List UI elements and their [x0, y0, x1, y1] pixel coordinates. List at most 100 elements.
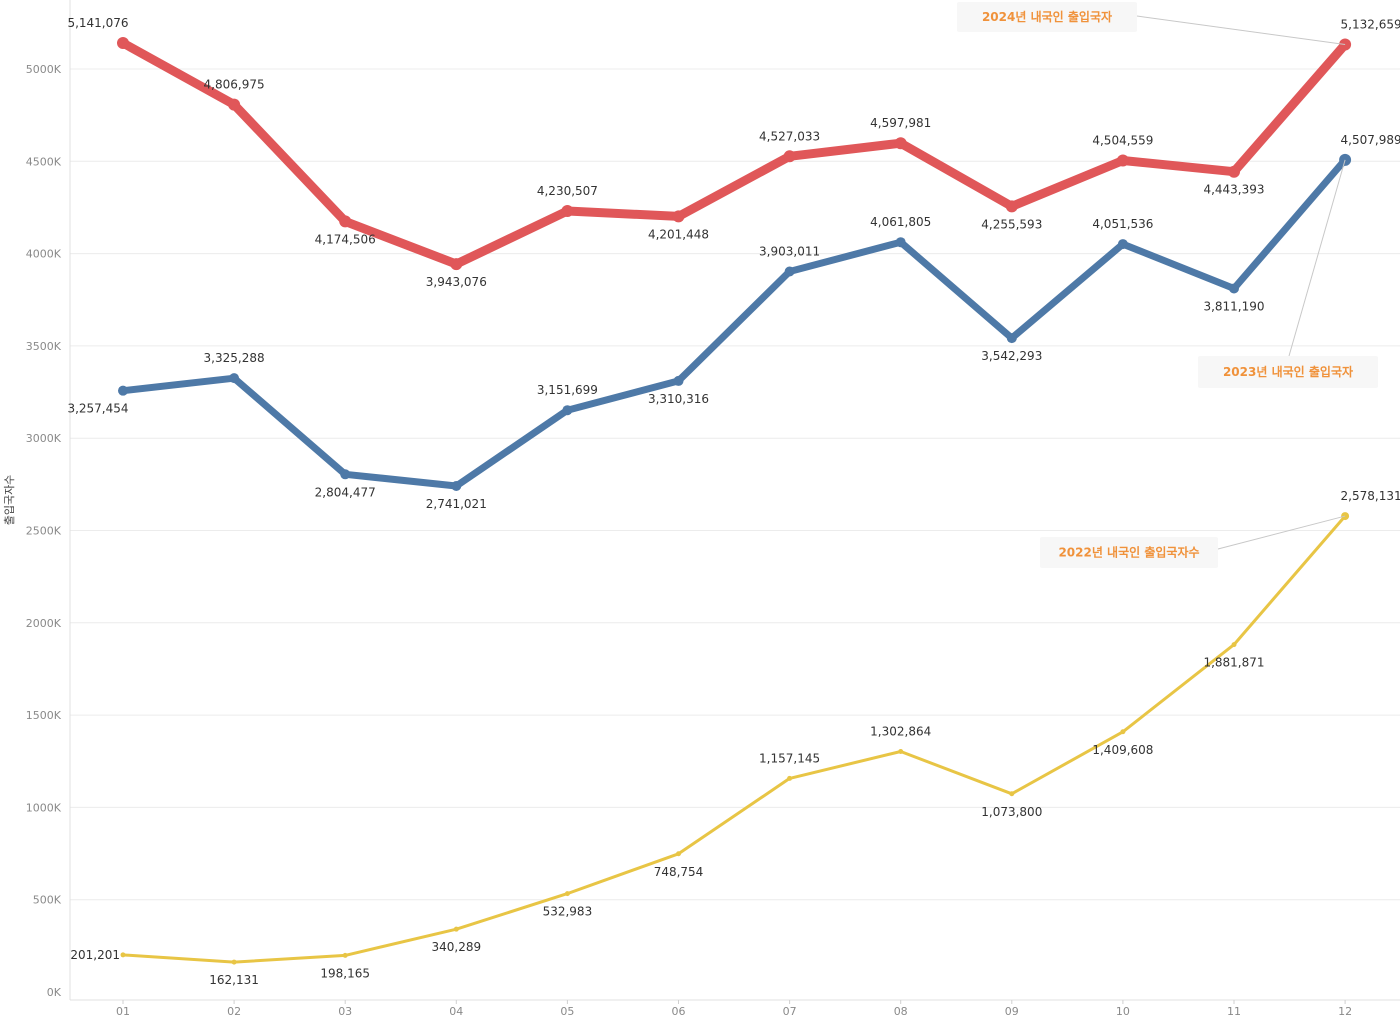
data-label: 4,201,448: [648, 227, 709, 241]
x-tick-label: 11: [1227, 1005, 1241, 1018]
data-label: 3,542,293: [981, 349, 1042, 363]
gridlines: [70, 68, 1400, 901]
annotations: 2024년 내국인 출입국자 2023년 내국인 출입국자 2022년 내국인 출입…: [957, 2, 1378, 568]
data-label: 340,289: [431, 940, 481, 954]
x-tick-label: 01: [116, 1005, 130, 1018]
axes: 0K 500K 1000K 1500K 2000K 2500K 3000K 3500K 4000…: [3, 0, 1400, 1018]
data-point: [1116, 154, 1129, 167]
data-label: 4,806,975: [204, 78, 265, 92]
data-label: 4,255,593: [981, 217, 1042, 231]
data-point: [342, 952, 348, 958]
series-annotation: 2023년 내국인 출입국자: [1223, 364, 1353, 379]
data-point: [898, 748, 904, 754]
data-point: [784, 266, 795, 277]
x-tick-label: 05: [560, 1005, 574, 1018]
series-line-3: [121, 514, 1347, 964]
data-label: 2,804,477: [315, 485, 376, 499]
data-point: [673, 375, 684, 386]
data-point: [561, 205, 574, 218]
data-label: 4,597,981: [870, 116, 931, 130]
data-label: 4,174,506: [315, 232, 376, 246]
data-point: [117, 36, 129, 49]
data-label: 4,504,559: [1092, 133, 1153, 147]
series-annotation: 2022년 내국인 출입국자수: [1058, 545, 1199, 560]
data-label: 5,132,659: [1341, 18, 1400, 32]
series-annotation: 2024년 내국인 출입국자: [982, 9, 1112, 24]
y-tick-label: 1500K: [26, 709, 62, 722]
data-point: [120, 952, 126, 958]
y-tick-label: 4000K: [26, 248, 62, 261]
x-tick-label: 12: [1338, 1005, 1352, 1018]
data-label: 2,578,131: [1341, 489, 1400, 503]
data-label: 162,131: [209, 973, 259, 987]
data-point: [672, 210, 685, 223]
data-point: [229, 373, 240, 384]
x-tick-label: 07: [783, 1005, 797, 1018]
data-label: 1,409,608: [1092, 743, 1153, 757]
data-label: 2,741,021: [426, 497, 487, 511]
data-labels: 5,141,076 4,806,975 4,174,506 3,943,076 4,23…: [67, 16, 1400, 987]
x-tick-label: 02: [227, 1005, 241, 1018]
data-label: 532,983: [543, 905, 593, 919]
data-point: [1120, 729, 1126, 735]
y-tick-label: 3000K: [26, 432, 62, 445]
data-point: [340, 469, 351, 480]
data-label: 4,051,536: [1092, 217, 1153, 231]
data-point: [1231, 642, 1237, 648]
data-label: 201,201: [70, 948, 120, 962]
data-point: [1009, 791, 1015, 797]
series: [117, 36, 1352, 965]
data-point: [676, 851, 681, 857]
data-point: [1229, 283, 1239, 294]
y-tick-label: 2500K: [26, 525, 62, 538]
y-tick-label: 1000K: [26, 801, 62, 814]
data-point: [453, 926, 459, 932]
data-label: 198,165: [320, 966, 370, 980]
x-tick-label: 06: [672, 1005, 686, 1018]
data-label: 4,443,393: [1203, 183, 1264, 197]
data-point: [1228, 165, 1240, 178]
data-label: 3,943,076: [426, 275, 487, 289]
y-tick-label: 3500K: [26, 340, 62, 353]
data-label: 3,811,190: [1203, 299, 1264, 313]
annotation-box: [1198, 356, 1378, 388]
data-label: 3,325,288: [204, 351, 265, 365]
data-point: [787, 775, 793, 781]
data-point: [231, 959, 237, 965]
y-tick-label: 500K: [33, 894, 62, 907]
y-tick-label: 4500K: [26, 155, 62, 168]
data-point: [564, 891, 570, 897]
data-point: [450, 258, 463, 271]
data-point: [894, 137, 907, 150]
data-point: [562, 405, 573, 416]
data-label: 1,157,145: [759, 751, 820, 765]
data-label: 1,073,800: [981, 805, 1042, 819]
data-label: 1,881,871: [1203, 656, 1264, 670]
annotation-box: [1040, 537, 1218, 568]
annotation-leader-line: [1217, 515, 1346, 550]
x-tick-label: 08: [894, 1005, 908, 1018]
data-label: 5,141,076: [67, 16, 128, 30]
annotation-box: [957, 2, 1137, 32]
data-point: [1005, 200, 1018, 213]
y-tick-label: 2000K: [26, 617, 62, 630]
series-line-2: [119, 156, 1349, 490]
annotation-leader-line: [1136, 15, 1346, 46]
data-label: 3,903,011: [759, 245, 820, 259]
data-label: 3,151,699: [537, 383, 598, 397]
y-tick-label: 0K: [47, 986, 62, 999]
data-point: [228, 98, 241, 111]
data-label: 3,257,454: [67, 402, 128, 416]
data-label: 3,310,316: [648, 392, 709, 406]
series-line-1: [118, 38, 1350, 269]
data-point: [783, 150, 796, 163]
data-label: 4,527,033: [759, 129, 820, 143]
annotation-leader-line: [1288, 159, 1346, 357]
data-point: [118, 385, 128, 396]
data-label: 748,754: [654, 865, 704, 879]
data-label: 4,230,507: [537, 184, 598, 198]
data-label: 1,302,864: [870, 724, 931, 738]
data-point: [451, 481, 462, 492]
